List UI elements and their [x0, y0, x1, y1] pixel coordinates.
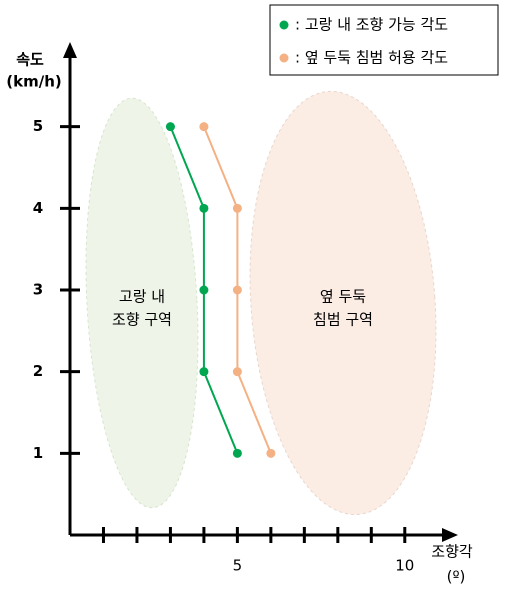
zone-ridge: [249, 90, 437, 516]
point: [165, 122, 175, 132]
legend-marker: [279, 20, 289, 30]
point: [199, 367, 209, 377]
y-arrow: [63, 42, 77, 58]
legend-label: : 옆 두둑 침범 허용 각도: [295, 49, 448, 67]
zone-furrow: [85, 97, 199, 509]
point: [266, 448, 276, 458]
x-arrow: [442, 528, 458, 542]
legend-box: [269, 4, 499, 76]
point: [232, 285, 242, 295]
point: [199, 285, 209, 295]
x-axis-label: 조향각: [431, 543, 473, 561]
y-tick-label: 4: [33, 199, 43, 217]
y-tick-label: 2: [33, 362, 43, 380]
zone-label: 고랑 내: [119, 288, 165, 306]
point: [199, 122, 209, 132]
x-tick-label: 5: [233, 557, 243, 575]
zone-label: 조향 구역: [112, 311, 172, 329]
y-tick-label: 1: [33, 444, 43, 462]
point: [232, 448, 242, 458]
point: [232, 367, 242, 377]
y-axis-label: 속도: [16, 51, 44, 69]
zone-label: 옆 두둑: [320, 288, 366, 306]
point: [199, 203, 209, 213]
x-tick-label: 10: [395, 557, 414, 575]
legend-marker: [279, 53, 289, 63]
y-tick-label: 3: [33, 281, 43, 299]
y-tick-label: 5: [33, 117, 43, 135]
zone-label: 침범 구역: [313, 311, 373, 329]
legend-label: : 고랑 내 조향 가능 각도: [295, 16, 448, 34]
point: [232, 203, 242, 213]
y-axis-label: (km/h): [6, 73, 61, 91]
x-axis-label: (º): [447, 568, 466, 586]
